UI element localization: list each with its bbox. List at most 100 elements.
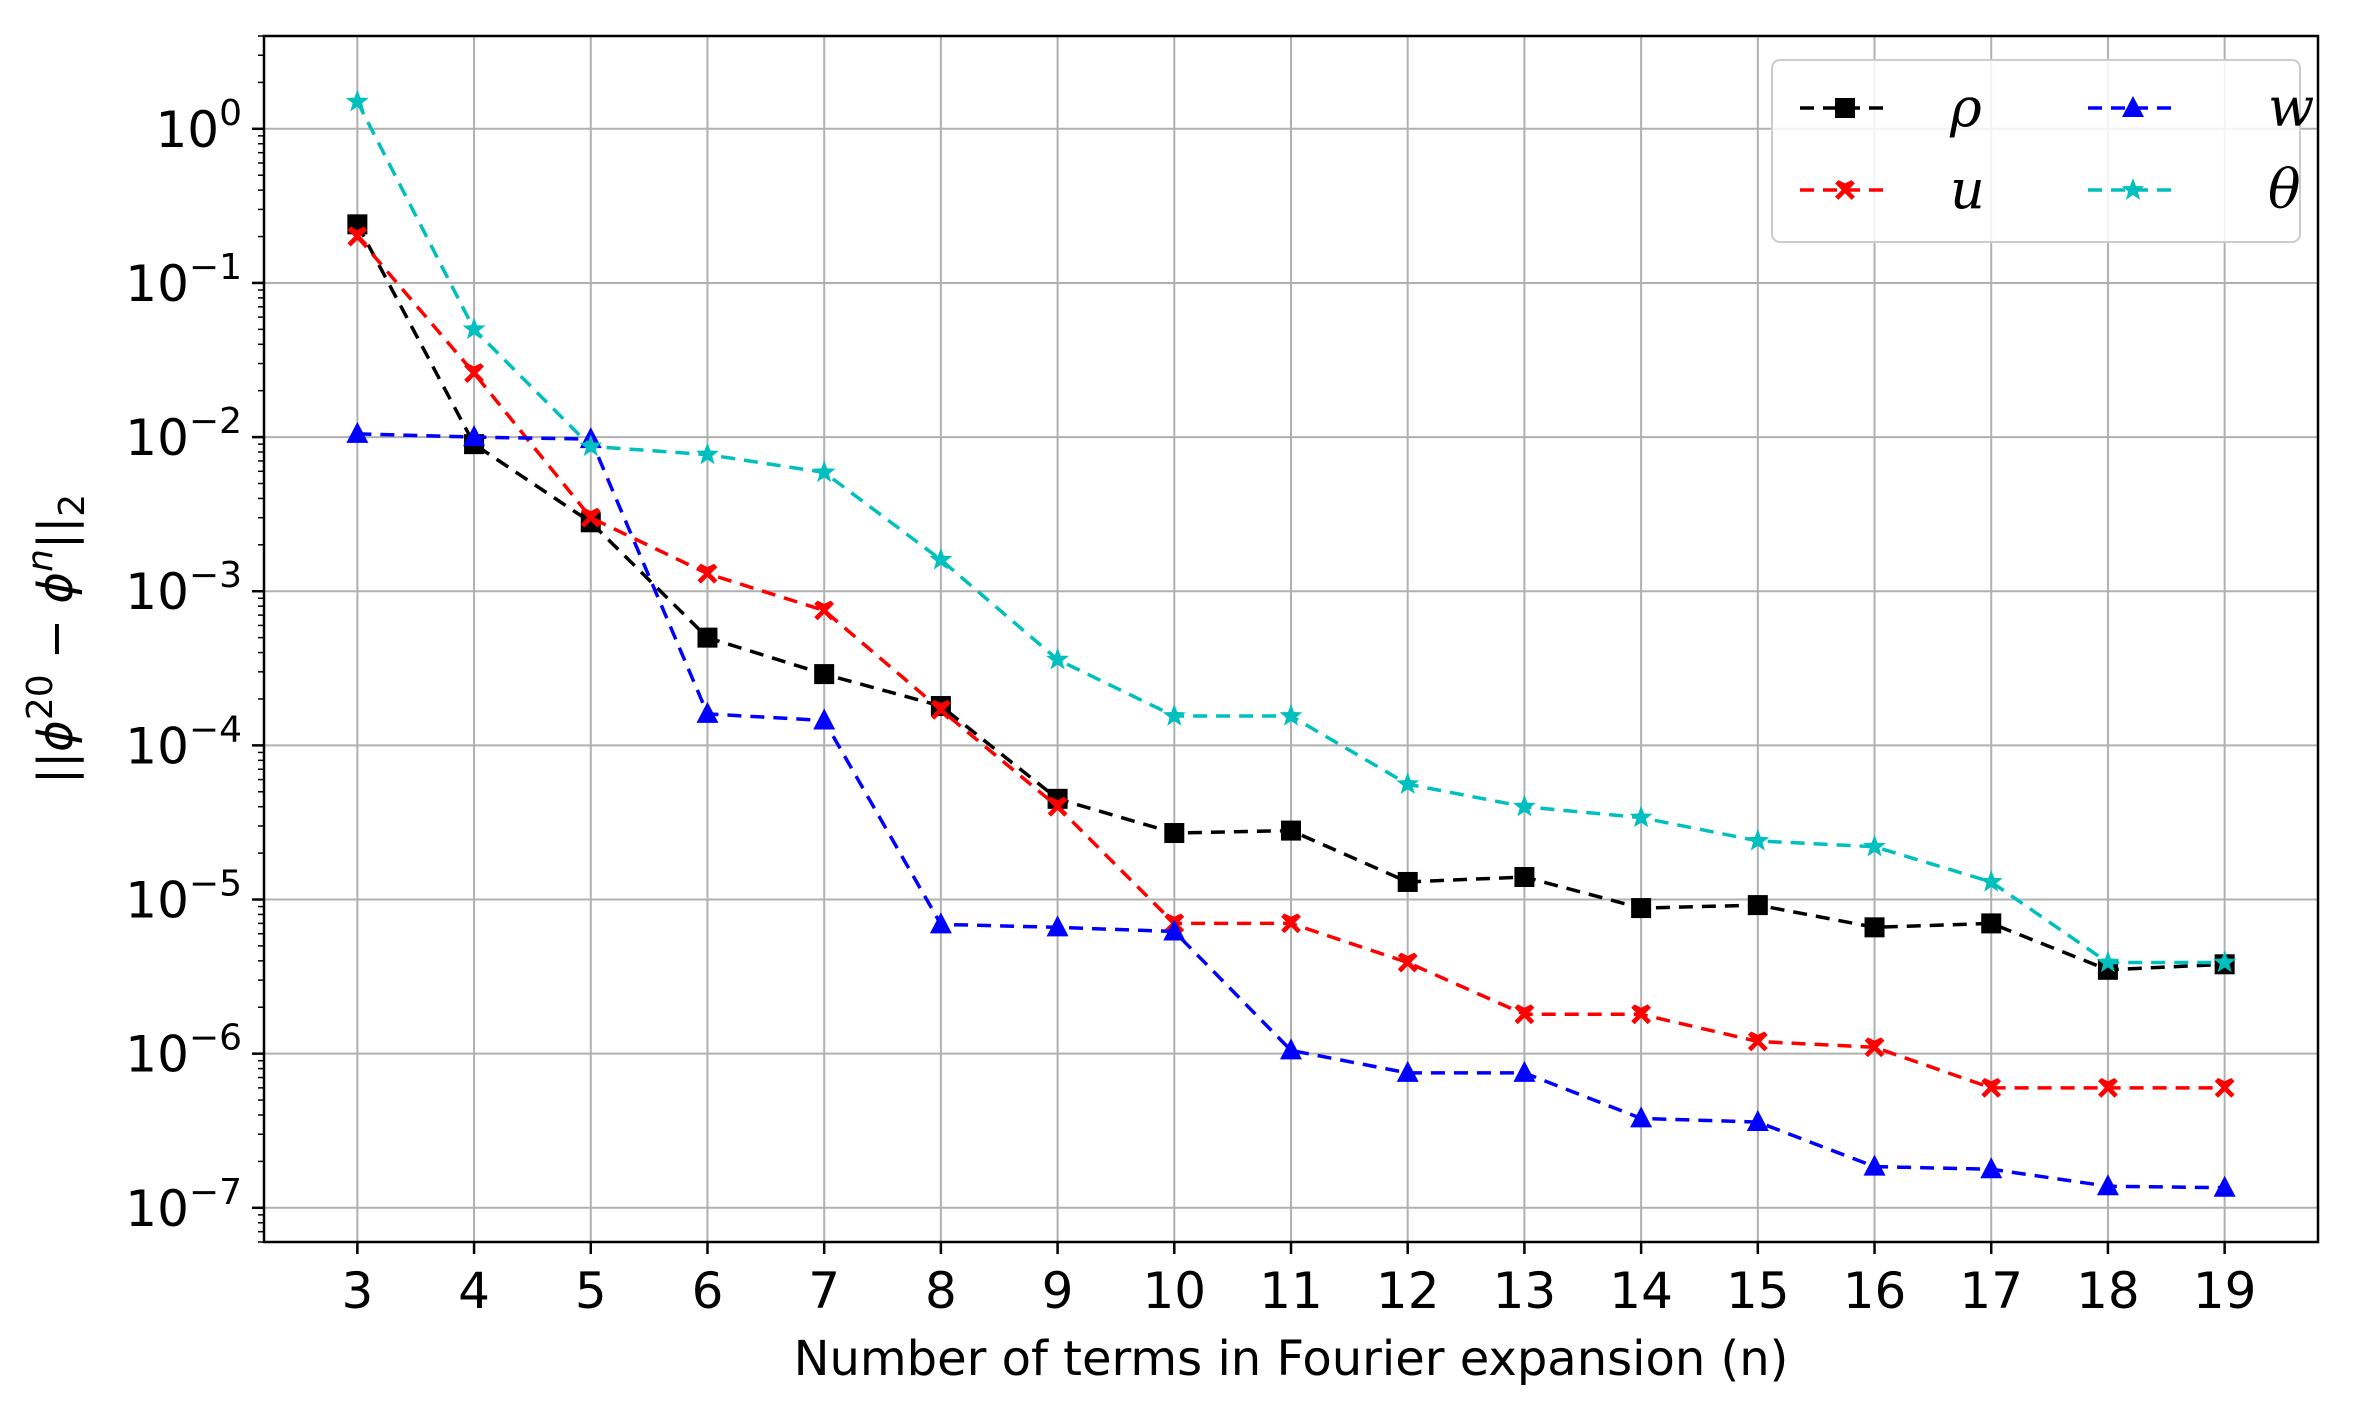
series-3 xyxy=(345,89,2237,973)
data-point xyxy=(580,512,601,533)
legend-marker xyxy=(1835,180,1855,200)
x-tick-label: 14 xyxy=(1609,1262,1673,1320)
y-tick-label: 10−1 xyxy=(125,247,242,313)
data-point xyxy=(346,421,369,443)
data-point xyxy=(2098,1077,2118,1098)
y-title-sup1: 20 xyxy=(20,674,61,720)
x-tick-label: 6 xyxy=(692,1262,724,1320)
data-point xyxy=(1397,871,1418,892)
data-point xyxy=(1863,834,1886,857)
data-point xyxy=(1981,913,2002,934)
series-1 xyxy=(347,226,2235,1098)
data-point xyxy=(1163,919,1186,941)
data-point xyxy=(696,701,719,723)
data-point xyxy=(1396,772,1420,794)
y-axis-title: ||ϕ20 − ϕn||2 xyxy=(20,494,93,784)
data-point xyxy=(2097,959,2118,980)
data-point xyxy=(1979,869,2003,892)
data-point xyxy=(2214,1077,2235,1098)
data-point xyxy=(1514,866,1535,887)
x-tick-label: 13 xyxy=(1493,1262,1557,1320)
data-point xyxy=(1864,917,1885,938)
data-point xyxy=(2096,950,2120,973)
data-point xyxy=(1164,823,1185,844)
x-tick-label: 12 xyxy=(1376,1262,1440,1320)
data-point xyxy=(1746,828,1770,851)
data-point xyxy=(1630,1106,1653,1128)
data-point xyxy=(696,442,719,465)
data-point xyxy=(929,912,952,934)
data-point xyxy=(1746,1110,1769,1132)
y-tick-label: 100 xyxy=(155,93,242,159)
data-point xyxy=(813,708,836,730)
x-tick-label: 7 xyxy=(808,1262,840,1320)
data-point xyxy=(464,363,484,384)
data-point xyxy=(697,563,718,584)
x-axis: 3 4 5 6 7 8 9 10 11 12 13 14 15 16 17 18 19 xyxy=(341,1242,2256,1320)
y-tick-label: 10−2 xyxy=(125,401,242,467)
data-point xyxy=(929,547,953,570)
x-tick-label: 11 xyxy=(1259,1262,1323,1320)
legend: ρu wθ xyxy=(1771,59,2314,243)
legend-box xyxy=(1771,59,2301,243)
x-tick-label: 8 xyxy=(925,1262,957,1320)
data-point xyxy=(1279,704,1303,726)
data-point xyxy=(1280,1038,1302,1060)
data-point xyxy=(1047,796,1068,817)
data-point xyxy=(347,226,368,247)
data-point xyxy=(1747,895,1768,916)
y-tick-label: 10−4 xyxy=(125,709,242,775)
data-point xyxy=(1980,1157,2003,1179)
data-point xyxy=(2213,1175,2236,1197)
legend-label: θ xyxy=(2268,158,2301,221)
y-tick-label: 10−7 xyxy=(125,1172,242,1238)
data-point xyxy=(1863,1154,1886,1176)
legend-label: ρ xyxy=(1949,76,1982,139)
x-tick-label: 10 xyxy=(1142,1262,1206,1320)
y-title-mid: − ϕ xyxy=(28,572,84,674)
data-point xyxy=(580,507,601,528)
y-axis: 100 10−1 10−2 10−3 10−4 10−5 10−6 10−7 xyxy=(125,35,264,1243)
x-tick-label: 19 xyxy=(2193,1262,2257,1320)
legend-entry: w xyxy=(2088,76,2314,139)
legend-marker xyxy=(2122,96,2144,117)
data-point xyxy=(462,317,486,340)
data-point xyxy=(463,425,486,447)
data-point xyxy=(1046,647,1070,670)
y-title-sup2: n xyxy=(20,549,61,572)
data-point xyxy=(2213,950,2237,973)
data-point xyxy=(1046,915,1069,937)
data-point xyxy=(345,89,369,112)
data-point xyxy=(1981,1077,2002,1098)
x-tick-label: 15 xyxy=(1726,1262,1790,1320)
series-layer xyxy=(345,89,2237,1197)
series-2 xyxy=(346,421,2236,1197)
y-tick-label: 10−3 xyxy=(125,555,242,621)
data-point xyxy=(1631,1004,1652,1025)
data-point xyxy=(697,627,718,648)
data-point xyxy=(1631,898,1652,919)
series-0 xyxy=(347,214,2235,980)
data-point xyxy=(1396,1060,1419,1082)
data-point xyxy=(1747,1031,1768,1052)
data-point xyxy=(1281,820,1301,841)
data-point xyxy=(814,600,835,621)
data-point xyxy=(1629,805,1653,828)
x-axis-title: Number of terms in Fourier expansion (n) xyxy=(794,1331,1789,1387)
data-point xyxy=(1514,1004,1535,1025)
legend-entry: θ xyxy=(2088,158,2301,221)
y-title-sub: 2 xyxy=(52,494,93,517)
x-tick-label: 18 xyxy=(2076,1262,2140,1320)
legend-entry: u xyxy=(1800,158,1985,221)
data-point xyxy=(812,460,836,483)
x-tick-label: 17 xyxy=(1959,1262,2023,1320)
data-point xyxy=(1864,1037,1885,1058)
data-point xyxy=(930,699,951,720)
x-tick-label: 3 xyxy=(341,1262,373,1320)
y-title-open: ||ϕ xyxy=(28,720,84,784)
y-tick-label: 10−6 xyxy=(125,1018,242,1084)
y-title-close: || xyxy=(28,517,84,549)
x-tick-label: 16 xyxy=(1843,1262,1907,1320)
data-point xyxy=(814,664,835,685)
